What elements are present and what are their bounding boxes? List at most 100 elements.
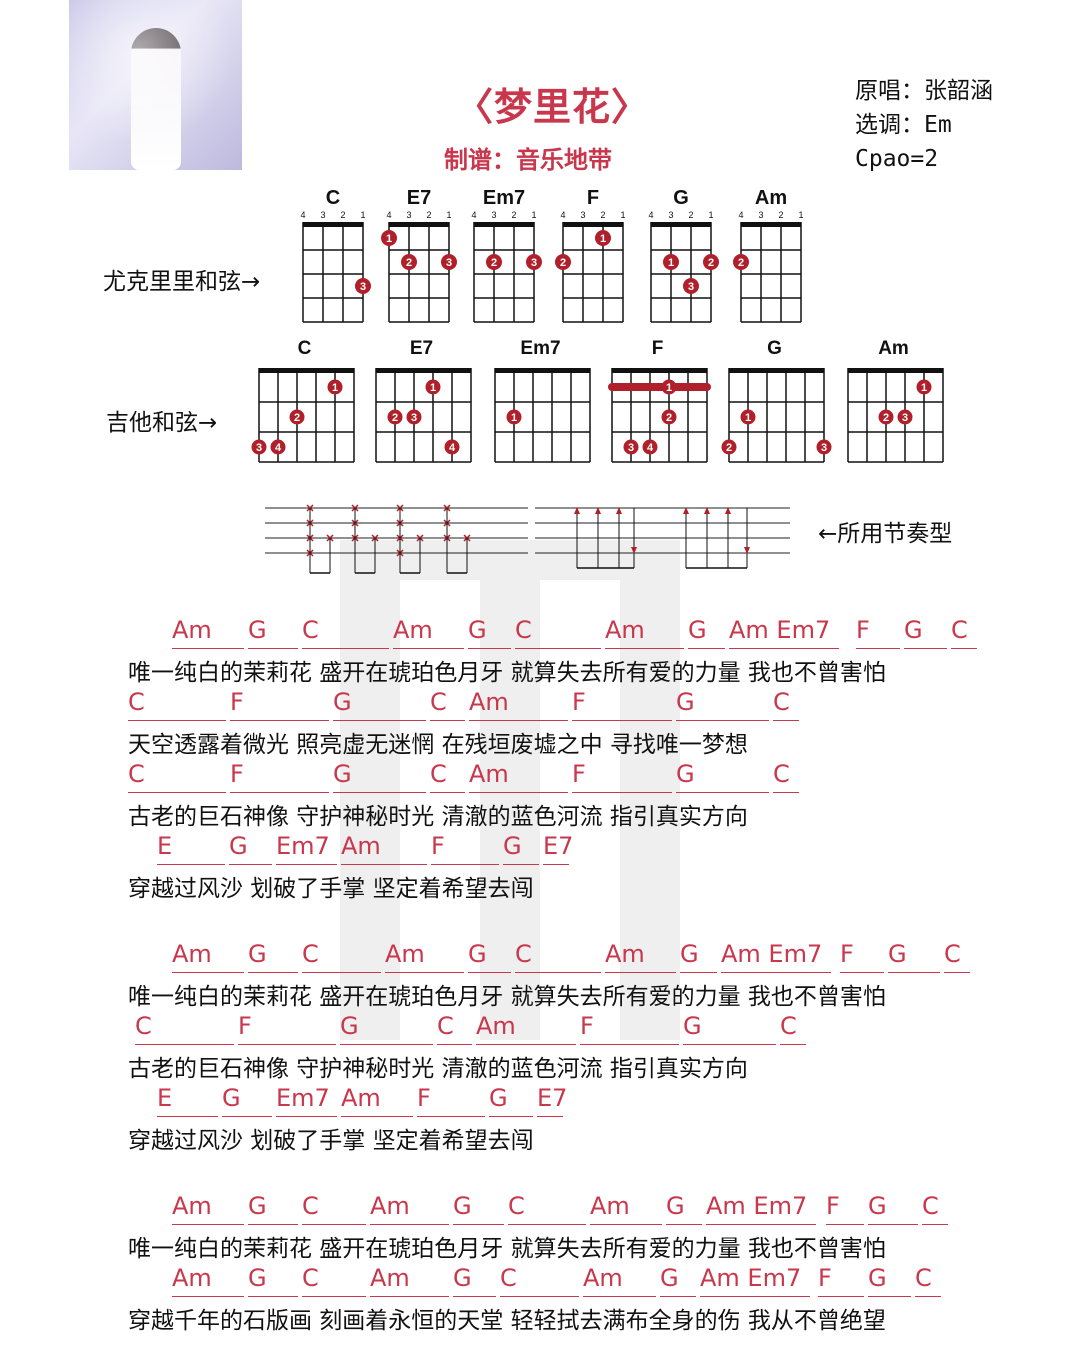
chord-label: C bbox=[302, 1192, 319, 1220]
chord-label: C bbox=[515, 616, 532, 644]
finger-dot: 2 bbox=[401, 254, 417, 270]
barre-bar bbox=[608, 383, 711, 391]
finger-number: 4 bbox=[449, 442, 456, 454]
chord-label: G bbox=[333, 688, 352, 716]
finger-dot: 1 bbox=[425, 379, 441, 395]
photo-glow bbox=[69, 0, 242, 170]
finger-number: 3 bbox=[531, 257, 537, 269]
chord-underline bbox=[476, 1044, 576, 1045]
chord-underline bbox=[680, 972, 717, 973]
chord-label: G bbox=[333, 760, 352, 788]
chord-underline bbox=[660, 1296, 696, 1297]
chord-label: C bbox=[128, 760, 145, 788]
chord-label: F bbox=[431, 832, 445, 860]
finger-dot: 2 bbox=[878, 409, 894, 425]
finger-dot: 4 bbox=[642, 439, 658, 455]
key-info: 选调：Em bbox=[855, 112, 952, 138]
finger-dot: 2 bbox=[661, 409, 677, 425]
chord-underline bbox=[537, 1116, 563, 1117]
chord-underline bbox=[590, 1224, 662, 1225]
chord-underline bbox=[248, 648, 298, 649]
ukulele-chord-name: F bbox=[587, 187, 599, 209]
chord-label: F bbox=[230, 760, 244, 788]
chord-underline bbox=[341, 864, 427, 865]
string-number: 4 bbox=[738, 210, 743, 220]
strum-up-arrow bbox=[595, 507, 601, 568]
finger-number: 4 bbox=[275, 442, 282, 454]
finger-dot: 2 bbox=[387, 409, 403, 425]
string-number: 3 bbox=[758, 210, 763, 220]
chord-label: G bbox=[468, 940, 487, 968]
chord-underline bbox=[583, 1296, 656, 1297]
chord-label: F bbox=[856, 616, 870, 644]
chord-label: C bbox=[773, 760, 790, 788]
chord-underline bbox=[683, 1044, 776, 1045]
chord-underline bbox=[370, 1296, 449, 1297]
lyric-line: 古老的巨石神像 守护神秘时光 清澈的蓝色河流 指引真实方向 bbox=[128, 1056, 748, 1082]
guitar-chord-name: Em7 bbox=[520, 338, 560, 359]
finger-dot: 1 bbox=[595, 230, 611, 246]
finger-number: 2 bbox=[392, 412, 398, 424]
chord-label: Am bbox=[469, 760, 509, 788]
chord-underline bbox=[468, 972, 511, 973]
chord-label: F bbox=[826, 1192, 840, 1220]
strum-up-arrow bbox=[725, 507, 731, 568]
chord-label: Am bbox=[605, 616, 645, 644]
chord-label: C bbox=[128, 688, 145, 716]
chord-underline bbox=[515, 972, 601, 973]
finger-number: 3 bbox=[446, 257, 452, 269]
chord-label: G bbox=[468, 616, 487, 644]
chord-label: Am bbox=[341, 832, 381, 860]
chord-label: F bbox=[230, 688, 244, 716]
chord-label: G bbox=[222, 1084, 241, 1112]
chord-label: G bbox=[248, 616, 267, 644]
chord-underline bbox=[230, 720, 329, 721]
chord-label: E bbox=[157, 832, 173, 860]
chord-underline bbox=[340, 1044, 433, 1045]
chord-label: C bbox=[302, 616, 319, 644]
chord-underline bbox=[666, 1224, 702, 1225]
watermark-logo bbox=[340, 540, 680, 1040]
string-number: 4 bbox=[560, 210, 565, 220]
chord-label: C bbox=[302, 940, 319, 968]
chord-underline bbox=[128, 792, 226, 793]
chord-label: Em7 bbox=[276, 832, 330, 860]
chord-underline bbox=[248, 1224, 298, 1225]
chord-underline bbox=[868, 1224, 918, 1225]
chord-label: Em7 bbox=[276, 1084, 330, 1112]
chord-underline bbox=[508, 1224, 586, 1225]
chord-label: G bbox=[453, 1192, 472, 1220]
chord-label: C bbox=[437, 1012, 454, 1040]
chord-label: C bbox=[430, 688, 447, 716]
ukulele-chord-am: Am 4 3 2 1 2 bbox=[733, 187, 804, 323]
chord-label: Am bbox=[172, 940, 212, 968]
chord-label: C bbox=[515, 940, 532, 968]
chord-underline bbox=[826, 1224, 864, 1225]
chord-underline bbox=[469, 792, 568, 793]
chord-underline bbox=[172, 1224, 244, 1225]
finger-dot: 1 bbox=[381, 230, 397, 246]
lyric-line: 古老的巨石神像 守护神秘时光 清澈的蓝色河流 指引真实方向 bbox=[128, 804, 748, 830]
finger-dot: 2 bbox=[289, 409, 305, 425]
string-number: 3 bbox=[668, 210, 673, 220]
chord-underline bbox=[676, 792, 769, 793]
chord-label: C bbox=[430, 760, 447, 788]
rhythm-right-staff bbox=[535, 507, 790, 554]
finger-number: 2 bbox=[666, 412, 672, 424]
chord-label: F bbox=[417, 1084, 431, 1112]
chord-underline bbox=[721, 972, 831, 973]
ukulele-chord-name: Em7 bbox=[483, 187, 525, 209]
finger-dot: 1 bbox=[661, 379, 677, 395]
chord-underline bbox=[572, 720, 672, 721]
rhythm-left-staff bbox=[265, 507, 528, 554]
strum-down-arrow bbox=[744, 508, 750, 568]
finger-number: 1 bbox=[666, 382, 672, 394]
chord-underline bbox=[333, 792, 426, 793]
string-number: 4 bbox=[386, 210, 391, 220]
chord-underline bbox=[780, 1044, 806, 1045]
chord-label: C bbox=[944, 940, 961, 968]
chord-underline bbox=[453, 1224, 504, 1225]
ukulele-chord-name: G bbox=[673, 187, 689, 209]
lyric-line: 天空透露着微光 照亮虚无迷惘 在残垣废墟之中 寻找唯一梦想 bbox=[128, 732, 748, 758]
chord-label: G bbox=[340, 1012, 359, 1040]
